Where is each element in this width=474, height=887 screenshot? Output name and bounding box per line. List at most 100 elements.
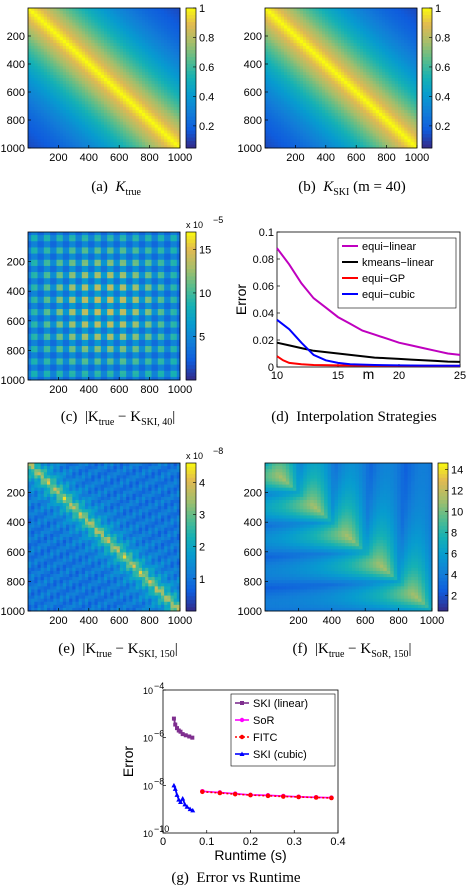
heatmap-cell [113,8,118,12]
heatmap-cell [413,63,418,67]
heatmap-cell [344,145,348,149]
colorbar-cell [186,95,196,100]
heatmap-cell [325,37,329,41]
heatmap-cell [97,78,102,82]
heatmap-cell [173,118,178,123]
heatmap-cell [271,43,275,47]
heatmap-cell [296,63,301,67]
heatmap-cell [91,98,95,102]
heatmap-cell [94,60,99,64]
heatmap-cell [62,83,67,88]
heatmap-cell [271,72,275,76]
heatmap-cell [334,133,339,137]
heatmap-cell [37,352,42,356]
heatmap-cell [123,86,127,91]
heatmap-cell [271,136,275,140]
heatmap-cell [34,19,38,23]
heatmap-cell [170,40,175,44]
heatmap-cell [37,333,42,338]
heatmap-cell [391,13,396,18]
heatmap-cell [53,107,57,111]
heatmap-cell [360,104,364,108]
heatmap-cell [123,28,127,32]
heatmap-cell [31,232,35,236]
heatmap-cell [268,37,272,41]
heatmap-cell [56,101,61,105]
heatmap-cell [407,101,412,105]
heatmap-cell [34,324,38,328]
heatmap-cell [369,16,374,21]
heatmap-cell [28,54,32,58]
heatmap-cell [280,104,285,108]
x-tick-label: 1000 [405,152,429,164]
heatmap-cell [331,25,336,29]
heatmap-cell [334,16,339,21]
heatmap-cell [379,92,383,96]
heatmap-cell [119,86,124,91]
heatmap-cell [325,19,329,23]
heatmap-cell [331,80,336,85]
heatmap-cell [350,31,355,35]
heatmap-cell [322,66,326,70]
heatmap-cell [334,107,339,111]
heatmap-cell [40,278,45,282]
heatmap-cell [274,57,279,61]
heatmap-cell [360,110,364,114]
heatmap-cell [56,142,61,146]
heatmap-cell [296,118,301,123]
heatmap-cell [363,48,367,53]
heatmap-cell [85,136,89,140]
heatmap-cell [271,51,275,56]
heatmap-cell [385,48,389,53]
heatmap-cell [62,57,67,61]
heatmap-cell [129,133,133,137]
heatmap-cell [341,130,345,134]
heatmap-cell [157,130,162,134]
heatmap-cell [97,54,102,58]
heatmap-cell [366,43,370,47]
heatmap-cell [315,136,320,140]
heatmap-cell [167,145,171,149]
heatmap-cell [85,115,89,120]
heatmap-cell [104,75,108,79]
heatmap-cell [37,142,42,146]
colorbar-tick-label: 0.8 [435,32,450,44]
heatmap-cell [350,110,355,114]
heatmap-cell [410,83,415,88]
heatmap-cell [344,25,348,29]
heatmap-cell [309,121,313,126]
heatmap-cell [356,110,361,114]
heatmap-cell [391,51,396,56]
heatmap-cell [129,54,133,58]
heatmap-cell [85,98,89,102]
heatmap-cell [347,48,351,53]
heatmap-cell [312,34,317,38]
heatmap-cell [132,25,137,29]
heatmap-cell [94,10,99,15]
heatmap-cell [280,54,285,58]
heatmap-cell [148,78,152,82]
heatmap-cell [53,92,57,96]
heatmap-cell [290,54,294,58]
heatmap-cell [170,133,175,137]
heatmap-cell [337,31,342,35]
heatmap-cell [309,31,313,35]
heatmap-cell [88,34,92,38]
heatmap-cell [394,145,399,149]
heatmap-cell [104,130,108,134]
heatmap-cell [268,127,272,131]
heatmap-cell [309,110,313,114]
heatmap-cell [306,75,310,79]
heatmap-cell [309,115,313,120]
heatmap-cell [388,78,393,82]
heatmap-cell [31,269,35,273]
heatmap-cell [366,107,370,111]
heatmap-cell [382,51,386,56]
heatmap-cell [309,107,313,111]
heatmap-cell [129,8,133,12]
heatmap-cell [107,57,111,61]
heatmap-cell [148,110,152,114]
heatmap-cell [309,75,313,79]
heatmap-cell [404,78,408,82]
heatmap-cell [47,89,51,93]
